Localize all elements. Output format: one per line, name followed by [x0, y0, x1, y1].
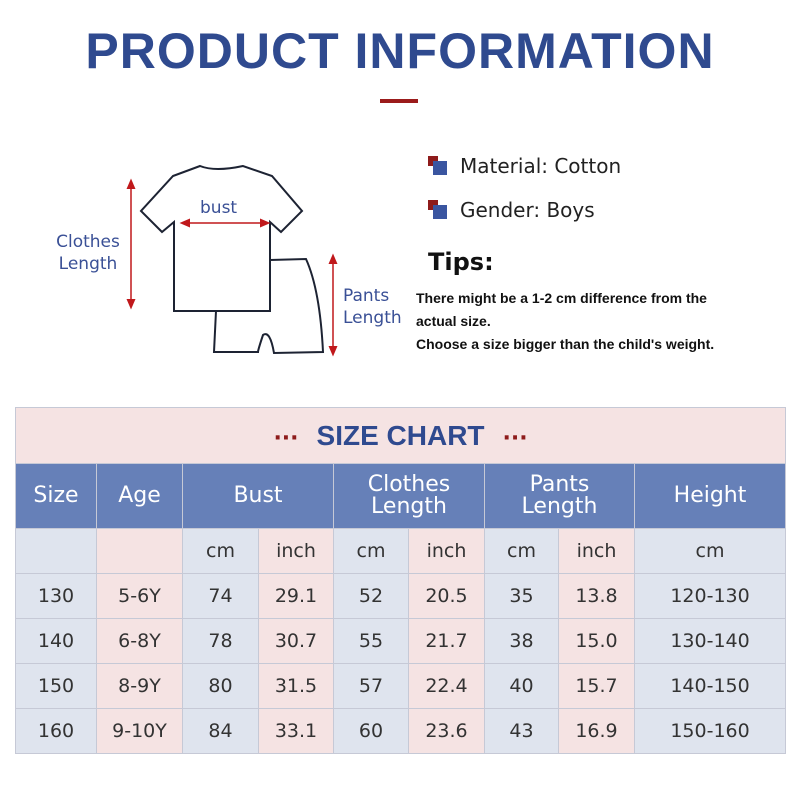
table-cell: 31.5	[258, 663, 334, 709]
table-cell: 30.7	[258, 618, 334, 664]
table-row: 140 6-8Y 78 30.7 55 21.7 38 15.0 130-140	[15, 618, 787, 664]
header-pants-length: Pants Length	[484, 463, 635, 529]
unit-cell	[96, 528, 183, 574]
bullet-icon	[428, 156, 448, 176]
unit-cell: cm	[633, 528, 787, 574]
table-cell: 15.0	[558, 618, 635, 664]
unit-cell: inch	[258, 528, 334, 574]
header-row: Size Age Bust Clothes Length Pants Length …	[15, 463, 787, 529]
table-cell: 9-10Y	[96, 708, 183, 754]
table-cell: 38	[484, 618, 559, 664]
header-clothes-length: Clothes Length	[333, 463, 485, 529]
header-age: Age	[96, 463, 183, 529]
table-cell: 80	[182, 663, 259, 709]
bullet-icon	[428, 200, 448, 220]
table-cell: 16.9	[558, 708, 635, 754]
tip-line: There might be a 1-2 cm difference from …	[416, 290, 707, 306]
title-underline	[380, 99, 418, 103]
unit-cell: inch	[408, 528, 485, 574]
outfit-diagram	[126, 164, 338, 357]
table-cell: 57	[333, 663, 409, 709]
unit-cell: inch	[558, 528, 635, 574]
unit-cell: cm	[182, 528, 259, 574]
header-bust: Bust	[182, 463, 334, 529]
pants-length-label: Pants Length	[343, 286, 402, 328]
table-cell: 60	[333, 708, 409, 754]
table-cell: 6-8Y	[96, 618, 183, 664]
table-cell: 150-160	[633, 708, 787, 754]
shorts-icon	[212, 257, 325, 355]
unit-cell: cm	[484, 528, 559, 574]
table-cell: 8-9Y	[96, 663, 183, 709]
tshirt-icon	[139, 164, 304, 312]
table-cell: 20.5	[408, 573, 485, 619]
header-size: Size	[15, 463, 97, 529]
table-cell: 13.8	[558, 573, 635, 619]
table-cell: 74	[182, 573, 259, 619]
table-cell: 40	[484, 663, 559, 709]
table-cell: 5-6Y	[96, 573, 183, 619]
table-cell: 160	[15, 708, 97, 754]
page-title: PRODUCT INFORMATION	[85, 23, 715, 79]
table-cell: 29.1	[258, 573, 334, 619]
clothes-length-label: Clothes Length	[56, 232, 120, 274]
material-spec: Material: Cotton	[428, 154, 621, 178]
unit-cell: cm	[333, 528, 409, 574]
bust-label: bust	[200, 198, 238, 218]
tips-heading: Tips:	[428, 248, 494, 276]
table-cell: 130	[15, 573, 97, 619]
unit-cell	[15, 528, 97, 574]
table-cell: 120-130	[633, 573, 787, 619]
table-row: 150 8-9Y 80 31.5 57 22.4 40 15.7 140-150	[15, 663, 787, 709]
table-cell: 130-140	[633, 618, 787, 664]
table-cell: 15.7	[558, 663, 635, 709]
table-cell: 21.7	[408, 618, 485, 664]
tip-line: Choose a size bigger than the child's we…	[416, 336, 715, 352]
table-cell: 22.4	[408, 663, 485, 709]
gender-spec: Gender: Boys	[428, 198, 595, 222]
table-row: 130 5-6Y 74 29.1 52 20.5 35 13.8 120-130	[15, 573, 787, 619]
size-chart-title: ··· SIZE CHART ···	[14, 407, 787, 464]
table-cell: 140-150	[633, 663, 787, 709]
table-cell: 140	[15, 618, 97, 664]
table-cell: 78	[182, 618, 259, 664]
table-cell: 55	[333, 618, 409, 664]
tip-line: actual size.	[416, 313, 491, 329]
table-cell: 33.1	[258, 708, 334, 754]
table-cell: 84	[182, 708, 259, 754]
header-height: Height	[633, 463, 787, 529]
table-row: 160 9-10Y 84 33.1 60 23.6 43 16.9 150-160	[15, 708, 787, 754]
size-chart-table: ··· SIZE CHART ··· Size Age Bust Clothes Le…	[14, 407, 787, 754]
table-cell: 35	[484, 573, 559, 619]
table-cell: 52	[333, 573, 409, 619]
table-cell: 23.6	[408, 708, 485, 754]
units-row: cm inch cm inch cm inch cm	[15, 528, 787, 574]
table-cell: 150	[15, 663, 97, 709]
table-cell: 43	[484, 708, 559, 754]
